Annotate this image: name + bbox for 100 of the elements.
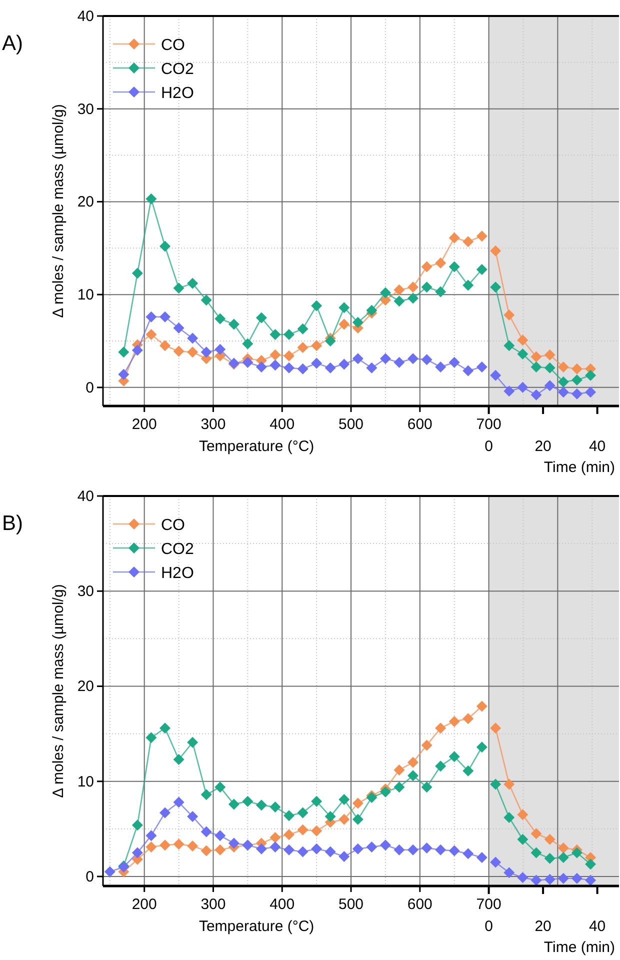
point [214, 830, 226, 842]
point [408, 770, 419, 782]
point [242, 338, 254, 350]
point [187, 840, 198, 852]
text: B) [2, 512, 23, 535]
point [324, 362, 336, 374]
point [352, 798, 364, 809]
point [270, 360, 281, 371]
y-tick-label: 0 [86, 868, 94, 886]
x2-tick-label: 20 [534, 438, 552, 455]
point [270, 329, 281, 340]
point [160, 340, 171, 352]
point [462, 713, 474, 724]
y-tick-label: 30 [77, 100, 94, 118]
point [476, 700, 488, 712]
point [311, 340, 322, 352]
point [118, 346, 130, 358]
point [173, 796, 184, 808]
point [394, 844, 405, 856]
x-tick-label: 600 [407, 896, 432, 913]
point [380, 353, 391, 364]
point [228, 838, 240, 849]
y-axis-title: Δ moles / sample mass (µmol/g) [50, 104, 67, 318]
point [408, 292, 419, 304]
point [297, 807, 308, 818]
legend-label: H2O [161, 565, 194, 582]
point [284, 329, 295, 340]
point [338, 794, 350, 805]
x-axis-title: Temperature (°C) [198, 918, 314, 935]
point [421, 842, 432, 854]
point [421, 354, 432, 366]
point [421, 261, 432, 272]
x-tick-label: 400 [270, 896, 295, 913]
point [270, 832, 281, 843]
x-tick-label: 700 [476, 416, 502, 433]
point [448, 845, 460, 856]
point [187, 811, 198, 822]
point [408, 844, 419, 856]
point [284, 350, 295, 362]
point [132, 820, 143, 831]
point [394, 356, 405, 368]
point [284, 829, 295, 840]
point [462, 236, 474, 248]
point [118, 368, 130, 380]
point [146, 193, 157, 204]
point [476, 742, 488, 753]
point [448, 232, 460, 244]
point [187, 332, 198, 344]
y-tick-label: 20 [77, 678, 94, 696]
point [160, 840, 171, 851]
x2-tick-label: 40 [588, 918, 606, 935]
point [338, 851, 350, 862]
point [228, 798, 240, 810]
point [297, 824, 308, 836]
x-tick-label: 700 [476, 896, 502, 913]
point [421, 740, 432, 751]
point [104, 866, 116, 878]
x2-axis-title: Time (min) [544, 459, 615, 476]
point [462, 280, 474, 291]
point [435, 258, 446, 268]
point [435, 760, 446, 772]
point [352, 316, 364, 328]
point [408, 353, 419, 364]
point [435, 362, 446, 372]
point [366, 304, 378, 316]
x2-tick-label: 20 [534, 918, 552, 935]
point [352, 843, 364, 854]
point [394, 296, 405, 307]
point [352, 814, 364, 825]
point [324, 846, 336, 858]
point [187, 278, 198, 289]
point [462, 848, 474, 860]
point [448, 261, 460, 272]
x-tick-label: 500 [338, 896, 364, 913]
x2-tick-label: 40 [588, 438, 606, 455]
point [146, 329, 157, 340]
point [394, 782, 405, 793]
point [146, 311, 157, 322]
point [324, 336, 336, 346]
point [476, 852, 488, 863]
point [284, 362, 295, 374]
y-axis-title: Δ moles / sample mass (µmol/g) [50, 584, 67, 798]
point [394, 764, 405, 776]
point [380, 287, 391, 298]
x-tick-label: 300 [200, 416, 226, 433]
point [311, 843, 322, 854]
point [214, 344, 226, 355]
point [270, 349, 281, 360]
point [435, 844, 446, 856]
point [256, 843, 267, 854]
point [297, 342, 308, 353]
point [435, 286, 446, 298]
point [380, 840, 391, 851]
point [311, 358, 322, 369]
point [352, 353, 364, 364]
point [228, 318, 240, 330]
point [448, 751, 460, 762]
point [256, 362, 267, 372]
point [338, 358, 350, 370]
point [421, 282, 432, 293]
